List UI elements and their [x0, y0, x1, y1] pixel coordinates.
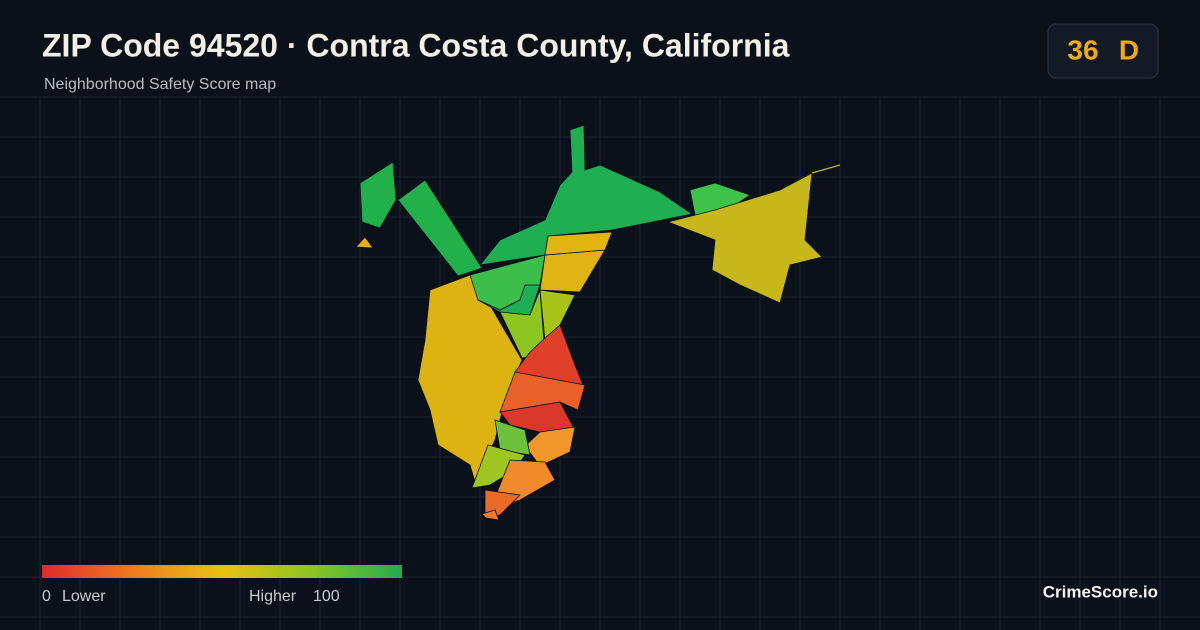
legend-min: 0 — [42, 588, 51, 605]
area — [666, 172, 823, 304]
area — [397, 179, 483, 277]
area — [494, 419, 531, 456]
score-grade: D — [1119, 34, 1139, 65]
title: ZIP Code 94520 · Contra Costa County, Ca… — [42, 27, 790, 63]
brand: CrimeScore.io — [1043, 582, 1158, 601]
area — [481, 509, 500, 521]
legend-max-label: Higher — [249, 588, 297, 605]
area — [544, 231, 613, 256]
area — [479, 124, 694, 266]
area — [355, 236, 374, 249]
zip-map — [355, 124, 841, 521]
area — [359, 161, 397, 229]
legend-min-label: Lower — [62, 588, 106, 605]
legend-max: 100 — [313, 588, 340, 605]
area-edge — [811, 164, 841, 174]
score-value: 36 — [1067, 34, 1098, 65]
legend: 0 Lower Higher 100 — [42, 565, 402, 605]
area — [499, 371, 586, 413]
subtitle: Neighborhood Safety Score map — [44, 76, 276, 93]
score-badge: 36 D — [1047, 23, 1159, 79]
area — [499, 289, 546, 359]
legend-scale — [42, 565, 402, 578]
badge-box — [1047, 23, 1159, 79]
area — [471, 444, 526, 489]
